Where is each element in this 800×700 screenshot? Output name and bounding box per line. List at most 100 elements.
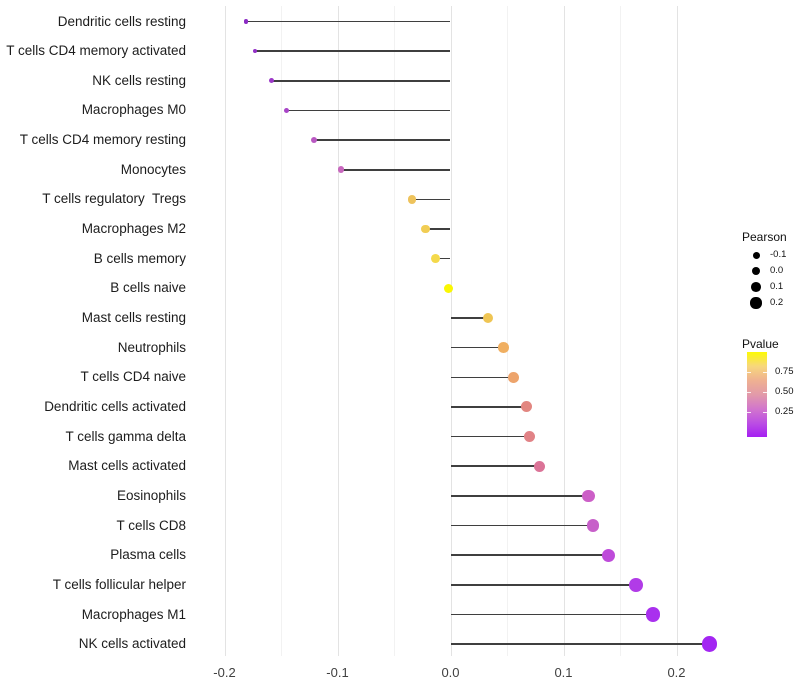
- lollipop-dot: [508, 371, 520, 383]
- lollipop-stem: [425, 228, 451, 230]
- lollipop-dot: [498, 342, 509, 353]
- gridline-minor: [281, 6, 282, 656]
- x-tick-label: 0.1: [554, 665, 573, 680]
- colorbar-tick: [763, 391, 767, 393]
- lollipop-dot: [482, 312, 493, 324]
- lollipop-stem: [271, 80, 451, 82]
- row-label: NK cells activated: [78, 636, 186, 652]
- colorbar-tick-label: 0.50: [775, 386, 794, 398]
- row-label: Dendritic cells resting: [57, 13, 186, 29]
- lollipop-dot: [310, 137, 317, 144]
- row-label: Macrophages M1: [81, 606, 186, 622]
- row-label: NK cells resting: [92, 72, 186, 88]
- lollipop-dot: [407, 195, 417, 204]
- pearson-legend-title: Pearson: [742, 230, 787, 244]
- lollipop-stem: [412, 198, 451, 201]
- pearson-legend-dot: [751, 282, 761, 292]
- lollipop-stem: [450, 435, 530, 438]
- pvalue-legend-title: Pvalue: [742, 337, 779, 351]
- lollipop-stem: [286, 109, 451, 112]
- gridline-minor: [620, 6, 621, 656]
- lollipop-dot: [269, 78, 275, 84]
- lollipop-dot: [602, 548, 616, 562]
- lollipop-stem: [313, 139, 451, 141]
- lollipop-dot: [520, 401, 532, 413]
- lollipop-stem: [450, 584, 636, 586]
- lollipop-stem: [450, 406, 527, 408]
- row-label: Monocytes: [120, 161, 186, 177]
- pearson-legend-label: 0.0: [770, 265, 784, 276]
- row-label: T cells CD4 memory resting: [19, 132, 186, 148]
- lollipop-stem: [450, 613, 653, 616]
- row-label: T cells CD4 memory activated: [6, 43, 186, 59]
- row-label: T cells regulatory Tregs: [42, 191, 186, 207]
- colorbar-tick: [747, 391, 751, 393]
- lollipop-dot: [701, 636, 717, 652]
- gridline-major: [337, 6, 339, 656]
- gridline-minor: [394, 6, 395, 656]
- lollipop-dot: [283, 107, 290, 114]
- x-tick-label: -0.1: [326, 665, 349, 680]
- lollipop-dot: [243, 19, 249, 24]
- lollipop-stem: [435, 257, 451, 260]
- lollipop-dot: [586, 519, 600, 532]
- lollipop-dot: [431, 254, 441, 264]
- pearson-legend-dot: [750, 297, 762, 309]
- lollipop-stem: [450, 317, 488, 319]
- lollipop-stem: [340, 168, 451, 171]
- row-label: Dendritic cells activated: [44, 398, 186, 414]
- x-tick-label: 0.0: [441, 665, 460, 680]
- lollipop-stem: [450, 465, 540, 468]
- lollipop-stem: [450, 643, 710, 645]
- row-label: Macrophages M0: [81, 102, 186, 118]
- gridline-major: [676, 6, 678, 656]
- pearson-legend-label: 0.2: [770, 297, 784, 308]
- row-label: B cells memory: [93, 250, 186, 266]
- lollipop-dot: [524, 431, 536, 443]
- lollipop-stem: [255, 50, 451, 52]
- row-label: Mast cells activated: [68, 458, 186, 474]
- pearson-legend-label: 0.1: [770, 281, 784, 292]
- lollipop-dot: [645, 607, 660, 622]
- row-label: T cells follicular helper: [52, 576, 186, 592]
- pvalue-colorbar: [747, 352, 767, 437]
- lollipop-dot: [421, 224, 430, 234]
- row-label: B cells naive: [110, 280, 186, 296]
- row-label: T cells CD4 naive: [80, 369, 186, 385]
- row-label: Neutrophils: [117, 339, 186, 355]
- colorbar-tick-label: 0.25: [775, 406, 794, 418]
- lollipop-stem: [450, 495, 589, 497]
- gridline-minor: [507, 6, 508, 656]
- lollipop-dot: [337, 166, 345, 174]
- lollipop-dot: [443, 283, 453, 293]
- colorbar-tick: [747, 371, 751, 373]
- gridline-major: [224, 6, 226, 656]
- gridline-major: [450, 6, 452, 656]
- row-label: Plasma cells: [110, 547, 186, 563]
- colorbar-tick: [763, 411, 767, 413]
- lollipop-dot: [252, 48, 258, 54]
- row-label: T cells gamma delta: [65, 428, 186, 444]
- row-label: Macrophages M2: [81, 221, 186, 237]
- row-label: Mast cells resting: [81, 310, 186, 325]
- x-tick-label: 0.2: [667, 665, 686, 680]
- lollipop-stem: [450, 346, 504, 349]
- colorbar-tick: [763, 371, 767, 373]
- pearson-legend-dot: [752, 251, 760, 259]
- lollipop-dot: [582, 489, 595, 503]
- colorbar-tick-label: 0.75: [775, 366, 794, 378]
- colorbar-tick: [747, 411, 751, 413]
- pearson-legend-dot: [751, 266, 761, 276]
- lollipop-stem: [450, 524, 593, 527]
- row-label: T cells CD8: [116, 517, 186, 533]
- lollipop-dot: [628, 577, 643, 592]
- lollipop-stem: [245, 20, 451, 23]
- lollipop-dot: [534, 460, 546, 472]
- lollipop-stem: [450, 554, 609, 556]
- lollipop-stem: [450, 376, 514, 379]
- gridline-major: [563, 6, 565, 656]
- row-label: Eosinophils: [116, 487, 186, 503]
- x-tick-label: -0.2: [213, 665, 236, 680]
- pearson-legend-label: -0.1: [770, 249, 787, 260]
